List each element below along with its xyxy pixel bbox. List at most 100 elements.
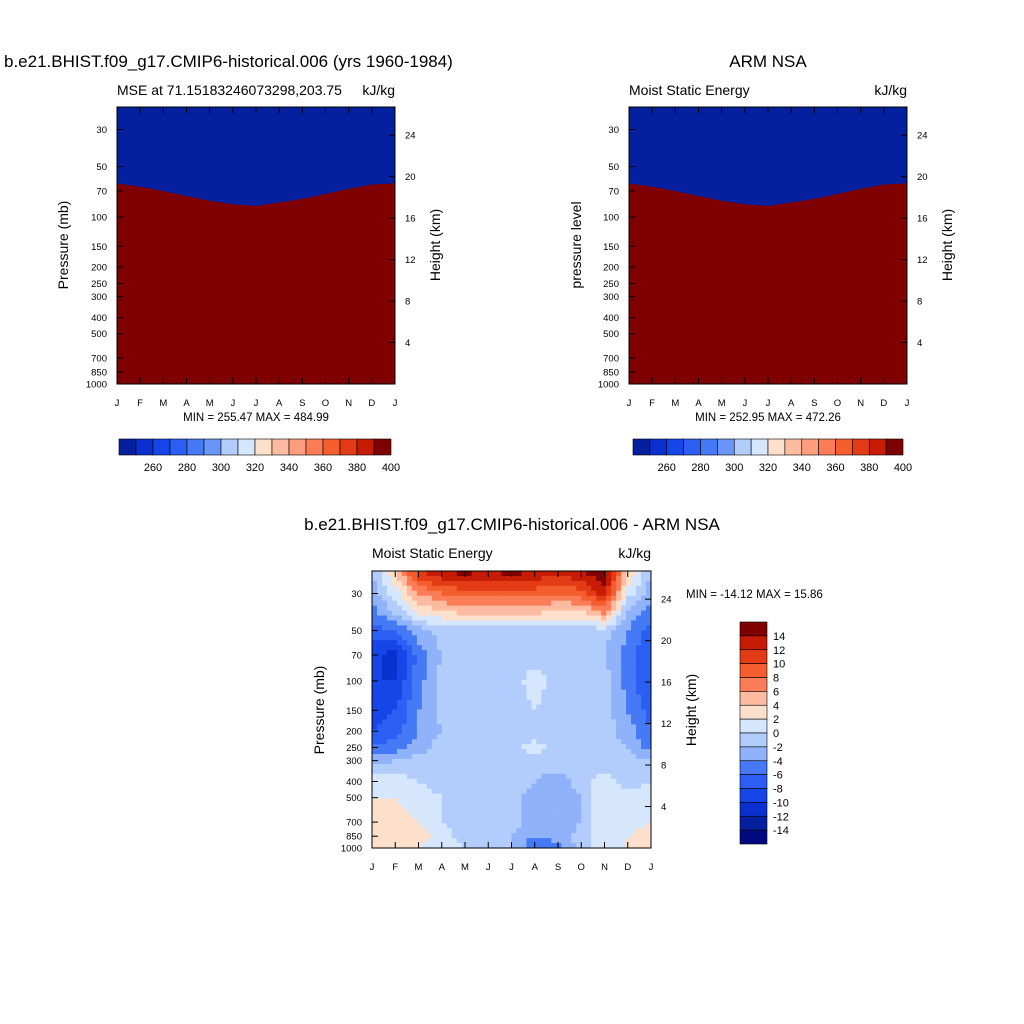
contour-cell [461, 763, 468, 770]
contour-cell [536, 793, 542, 800]
contour-cell [541, 595, 547, 602]
contour-cell [571, 630, 577, 636]
contour-cell [561, 833, 567, 839]
contour-cell [631, 823, 637, 829]
contour-cell [566, 843, 572, 848]
contour-cell [416, 660, 423, 666]
contour-cell [546, 838, 552, 844]
contour-cell [491, 754, 498, 760]
contour-cell [376, 590, 383, 597]
contour-cell [466, 595, 473, 602]
contour-cell [626, 645, 632, 651]
contour-cell [546, 660, 552, 666]
contour-cell [551, 773, 557, 780]
contour-cell [631, 610, 637, 617]
contour-cell [372, 813, 378, 819]
contour-cell [456, 689, 463, 696]
contour-cell [441, 595, 448, 602]
colorbar-label: 340 [793, 462, 811, 474]
contour-cell [546, 615, 552, 622]
contour-cell [521, 763, 528, 770]
contour-cell [506, 744, 513, 750]
contour-cell [561, 610, 567, 617]
contour-cell [516, 709, 523, 716]
contour-cell [476, 724, 483, 730]
contour-cell [436, 714, 443, 720]
contour-cell [616, 615, 622, 622]
contour-cell [416, 838, 423, 844]
contour-cell [551, 699, 557, 706]
contour-cell [396, 783, 403, 790]
contour-cell [511, 590, 518, 597]
contour-cell [511, 808, 518, 814]
y2-tick-label: 4 [661, 802, 666, 813]
contour-cell [521, 823, 528, 829]
contour-cell [551, 734, 557, 740]
contour-cell [491, 768, 498, 775]
contour-cell [541, 714, 547, 720]
contour-cell [631, 803, 637, 810]
contour-cell [406, 645, 413, 651]
contour-cell [466, 783, 473, 790]
contour-cell [501, 744, 508, 750]
contour-cell [601, 575, 607, 582]
contour-cell [631, 684, 637, 691]
contour-cell [526, 625, 533, 631]
contour-cell [576, 744, 582, 750]
contour-cell [566, 679, 572, 686]
contour-cell [426, 783, 433, 790]
contour-cell [421, 754, 428, 760]
contour-cell [526, 575, 533, 582]
contour-cell [481, 734, 488, 740]
contour-cell [466, 838, 473, 844]
contour-cell [606, 813, 612, 819]
contour-cell [471, 590, 478, 597]
contour-cell [521, 808, 528, 814]
y2-tick-label: 20 [917, 172, 928, 183]
contour-cell [631, 734, 637, 740]
contour-cell [381, 615, 388, 622]
contour-cell [426, 620, 433, 627]
contour-cell [421, 798, 428, 805]
contour-cell [621, 709, 627, 716]
contour-cell [486, 650, 493, 656]
contour-cell [541, 838, 547, 844]
contour-cell [431, 575, 438, 582]
contour-cell [501, 823, 508, 829]
contour-cell [616, 664, 622, 671]
contour-cell [476, 645, 483, 651]
contour-cell [531, 674, 538, 681]
contour-cell [646, 734, 651, 740]
contour-cell [641, 754, 647, 760]
contour-cell [516, 625, 523, 631]
contour-cell [406, 783, 413, 790]
contour-cell [521, 724, 528, 730]
contour-cell [576, 664, 582, 671]
contour-cell [541, 828, 547, 834]
contour-cell [406, 833, 413, 839]
contour-cell [596, 754, 602, 760]
contour-cell [606, 635, 612, 641]
contour-cell [556, 590, 562, 597]
contour-cell [411, 843, 418, 848]
contour-cell [386, 843, 393, 848]
contour-cell [581, 749, 587, 755]
contour-cell [416, 719, 423, 725]
contour-cell [521, 585, 528, 592]
contour-cell [466, 808, 473, 814]
contour-cell [601, 783, 607, 790]
contour-cell [621, 610, 627, 617]
contour-cell [571, 719, 577, 725]
contour-cell [411, 828, 418, 834]
contour-cell [486, 699, 493, 706]
contour-cell [591, 684, 597, 691]
contour-cell [501, 669, 508, 676]
contour-cell [551, 590, 557, 597]
contour-cell [476, 620, 483, 627]
contour-cell [546, 684, 552, 691]
contour-cell [636, 575, 642, 582]
contour-cell [526, 813, 533, 819]
contour-cell [531, 763, 538, 770]
contour-cell [571, 575, 577, 582]
contour-cell [436, 645, 443, 651]
